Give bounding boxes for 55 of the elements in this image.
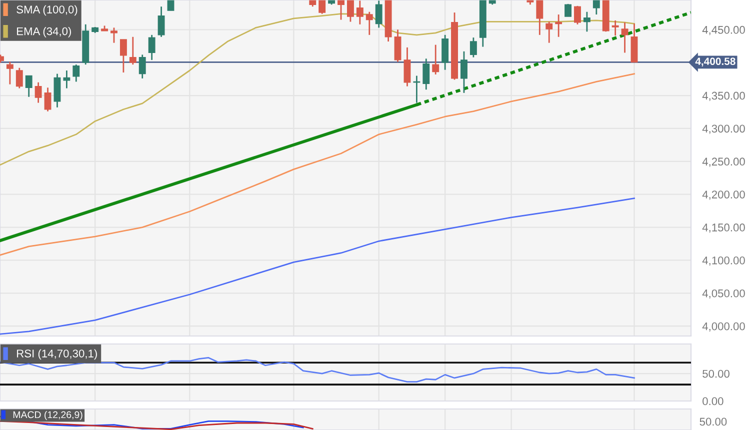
- y-tick-label: 4,450.00: [702, 26, 745, 36]
- candlestick: [54, 73, 61, 108]
- candlestick: [375, 0, 382, 28]
- y-tick-label: 4,100.00: [702, 256, 745, 266]
- candlestick: [63, 70, 70, 89]
- candlestick: [536, 0, 544, 36]
- candlestick: [167, 0, 174, 11]
- candlestick: [432, 44, 440, 76]
- y-tick-label: 4,200.00: [702, 190, 745, 200]
- candlestick: [546, 21, 553, 44]
- candlestick: [612, 20, 619, 36]
- y-tick-label: 50.00: [702, 370, 730, 378]
- candlestick: [460, 50, 468, 94]
- candlestick: [442, 34, 449, 71]
- candlestick: [110, 26, 118, 44]
- candlestick: [338, 0, 344, 20]
- candlestick: [366, 11, 373, 36]
- candlestick: [25, 75, 32, 98]
- candlestick: [16, 67, 23, 89]
- candlestick: [564, 3, 572, 18]
- candlestick: [138, 54, 146, 80]
- candlestick: [592, 0, 600, 16]
- candlestick: [318, 0, 326, 15]
- y-tick-label: 4,000.00: [702, 322, 745, 332]
- candlestick: [72, 64, 80, 82]
- candlestick: [129, 36, 136, 66]
- candlestick: [470, 36, 477, 58]
- y-tick-label: 4,150.00: [702, 224, 745, 233]
- candlestick: [44, 86, 52, 112]
- candlestick: [120, 38, 127, 74]
- candlestick: [404, 46, 411, 87]
- candlestick: [621, 22, 628, 54]
- candlestick: [158, 6, 165, 38]
- candlestick: [148, 34, 156, 61]
- candlestick: [574, 5, 581, 26]
- y-tick-label: 0.00: [702, 397, 724, 406]
- legend-label: EMA (34,0): [17, 27, 71, 38]
- legend-label: SMA (100,0): [16, 5, 78, 16]
- candlestick: [346, 0, 354, 22]
- legend-label: MACD (12,26,9): [13, 410, 82, 420]
- ref-line-label: 4,400.58: [695, 58, 736, 67]
- line-series: [0, 73, 635, 256]
- candlestick: [394, 28, 402, 63]
- candlestick: [6, 61, 14, 86]
- y-tick-label: 4,050.00: [702, 289, 745, 299]
- y-tick-label: 4,300.00: [702, 124, 745, 134]
- candlestick: [34, 82, 42, 104]
- y-tick-label: 4,350.00: [702, 92, 745, 101]
- candlestick: [422, 58, 430, 90]
- legend-label: RSI (14,70,30,1): [17, 349, 97, 360]
- candlestick: [356, 0, 364, 26]
- candlestick: [555, 14, 562, 38]
- y-tick-label: 4,250.00: [702, 158, 745, 167]
- candlestick: [583, 11, 590, 32]
- line-series: [0, 198, 635, 335]
